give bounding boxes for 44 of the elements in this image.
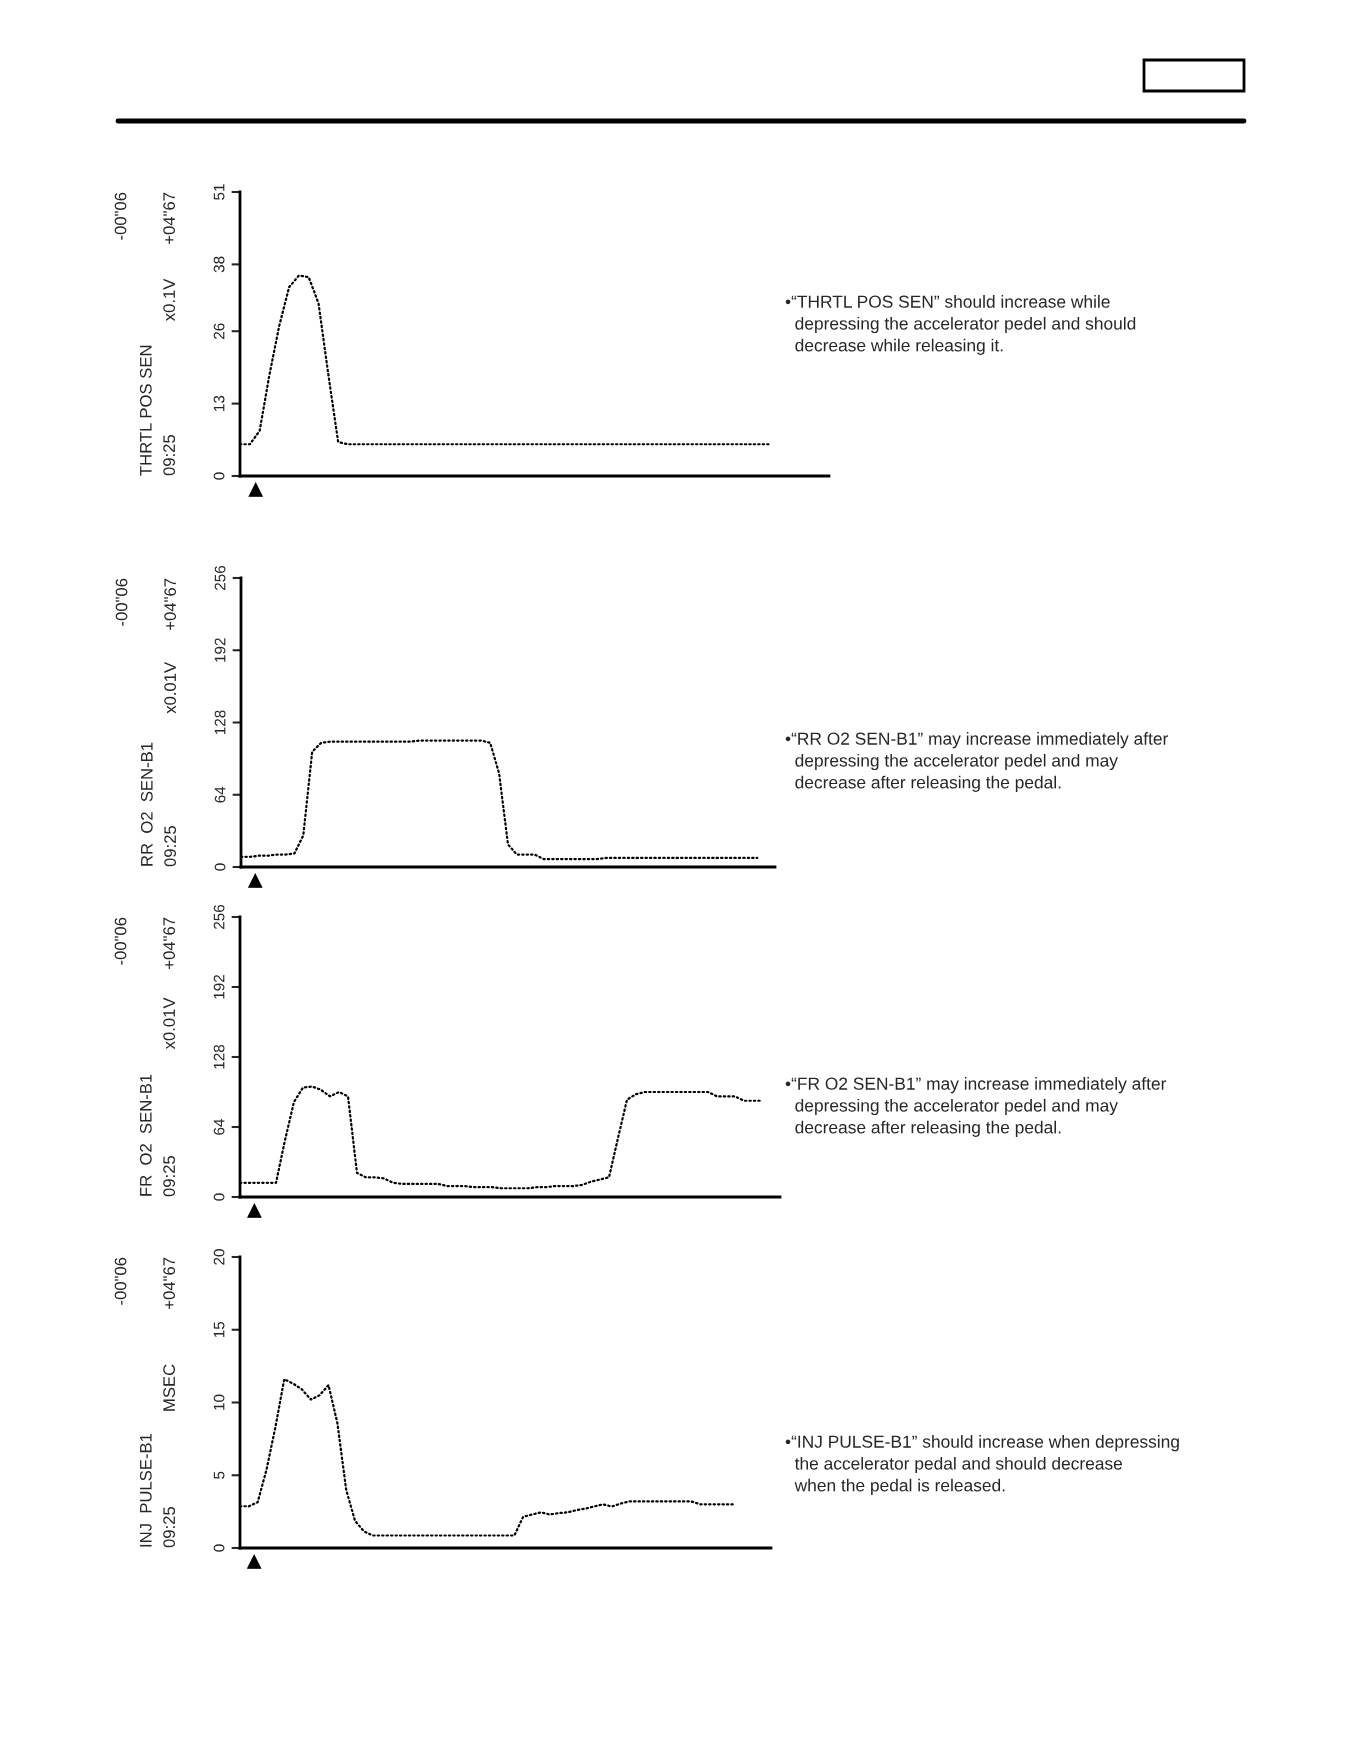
y-tick-label: 128 (213, 1044, 225, 1069)
y-tick-label: 192 (213, 975, 225, 999)
y-tick-label: 0 (213, 1193, 225, 1201)
annotation: •“THRTL POS SEN” should increase while depressing the accelerator pedel and should decrease while releasing it. (785, 295, 1136, 355)
text: •“RR O2 SEN-B1” may increase immediately after depressing the accelerator pedel and may decrease after releasing the pedal. (785, 732, 1169, 792)
text: -00"06 (114, 917, 127, 965)
y-axis-title: RR O2 SEN-B1 (140, 742, 153, 866)
text: -00"06 (114, 1257, 127, 1305)
y-axis-title: INJ PULSE-B1 (139, 1433, 152, 1547)
text: 09:25 (163, 1155, 176, 1197)
y-tick-label: 26 (213, 323, 225, 339)
text: MSEC (163, 1364, 176, 1411)
text: x0.01V (164, 661, 177, 714)
y-tick-label: 0 (214, 863, 226, 871)
y-tick-label: 64 (213, 1118, 225, 1135)
y-tick-label: 38 (213, 256, 225, 273)
text: 09:25 (163, 434, 176, 476)
y-tick-label: 10 (213, 1394, 225, 1410)
text: +04"67 (164, 578, 177, 630)
text: x0.01V (163, 997, 176, 1050)
text: -00"06 (115, 578, 128, 626)
text: +04"67 (163, 917, 176, 969)
y-tick-label: 128 (214, 710, 226, 735)
y-tick-label: 256 (214, 565, 226, 590)
text: 09:25 (163, 1506, 176, 1548)
y-tick-label: 64 (214, 786, 226, 803)
text: •“FR O2 SEN-B1” may increase immediately after depressing the accelerator pedel and may decrease after releasing the pedal. (785, 1077, 1167, 1137)
y-tick-label: 192 (214, 638, 226, 662)
text: +04"67 (163, 192, 176, 244)
y-tick-label: 51 (213, 184, 225, 200)
text: 09:25 (164, 825, 177, 867)
y-tick-label: 15 (213, 1321, 225, 1338)
text: •“INJ PULSE-B1” should increase when depressing the accelerator pedal and should decrease when the pedal is released. (785, 1435, 1179, 1495)
text: x0.1V (163, 278, 176, 322)
text: -00"06 (114, 192, 127, 240)
y-tick-label: 20 (213, 1249, 225, 1265)
y-tick-label: 5 (213, 1471, 225, 1479)
y-tick-label: 256 (213, 904, 225, 929)
y-tick-label: 0 (213, 1544, 225, 1552)
text: +04"67 (163, 1257, 176, 1309)
y-tick-label: 0 (213, 472, 225, 480)
y-axis-title: FR O2 SEN-B1 (139, 1074, 152, 1196)
y-tick-label: 13 (213, 395, 225, 411)
y-axis-title: THRTL POS SEN (139, 345, 152, 476)
